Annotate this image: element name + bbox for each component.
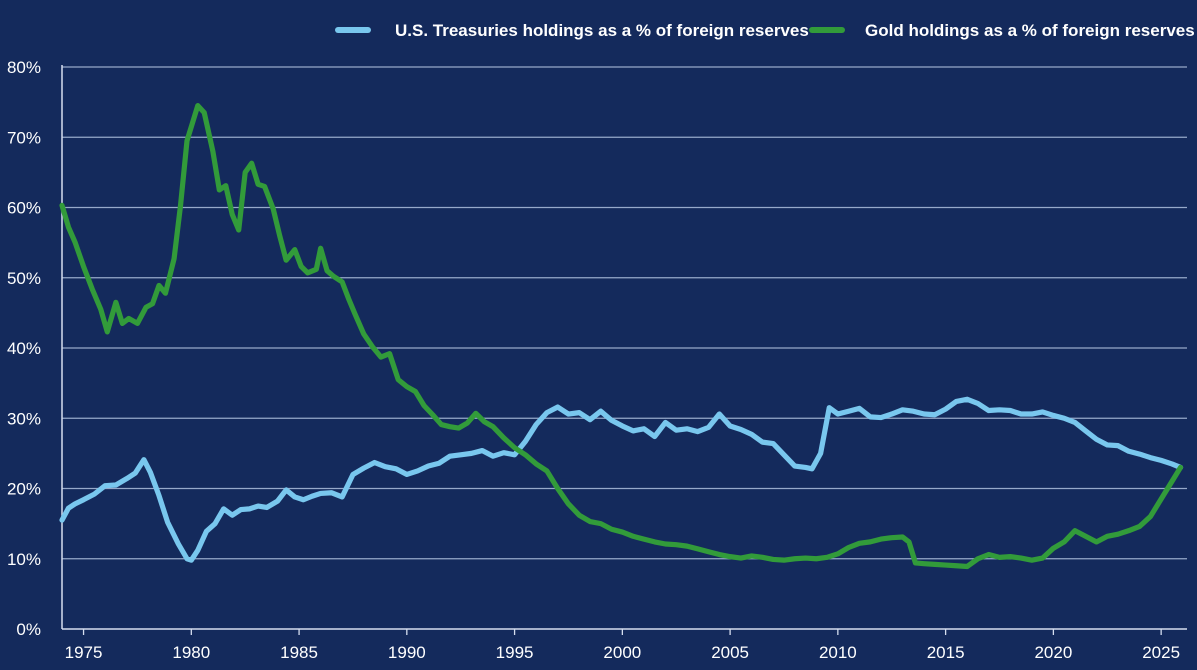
x-tick-label: 2020 [1034, 643, 1072, 662]
gridlines [62, 66, 1187, 560]
y-tick-label: 0% [16, 620, 41, 639]
x-tick-label: 2005 [711, 643, 749, 662]
x-tick-label: 2015 [927, 643, 965, 662]
treasuries-series-line [59, 396, 1184, 563]
y-tick-label: 20% [7, 480, 41, 499]
x-tick-label: 1995 [496, 643, 534, 662]
y-tick-label: 80% [7, 58, 41, 77]
gold-series-line [59, 103, 1184, 570]
x-tick-label: 2025 [1142, 643, 1180, 662]
x-tick-label: 2000 [603, 643, 641, 662]
legend-item-treasuries: U.S. Treasuries holdings as a % of forei… [335, 21, 809, 40]
legend-item-treasuries-label: U.S. Treasuries holdings as a % of forei… [395, 21, 809, 40]
legend: U.S. Treasuries holdings as a % of forei… [335, 21, 1195, 40]
x-tick-label: 2010 [819, 643, 857, 662]
y-tick-label: 10% [7, 550, 41, 569]
y-tick-label: 40% [7, 339, 41, 358]
x-tick-label: 1985 [280, 643, 318, 662]
x-tick-label: 1990 [388, 643, 426, 662]
y-tick-label: 70% [7, 128, 41, 147]
x-tick-label: 1975 [65, 643, 103, 662]
axes: 0% 10% 20% 30% 40% 50% 60% 70% 80% 1975 1980 1985 19… [7, 58, 1187, 662]
series-lines [59, 103, 1184, 570]
y-tick-label: 30% [7, 409, 41, 428]
y-tick-label: 60% [7, 199, 41, 218]
legend-item-gold: Gold holdings as a % of foreign reserves [809, 21, 1195, 40]
x-tick-label: 1980 [172, 643, 210, 662]
legend-item-gold-label: Gold holdings as a % of foreign reserves [865, 21, 1195, 40]
y-tick-label: 50% [7, 269, 41, 288]
